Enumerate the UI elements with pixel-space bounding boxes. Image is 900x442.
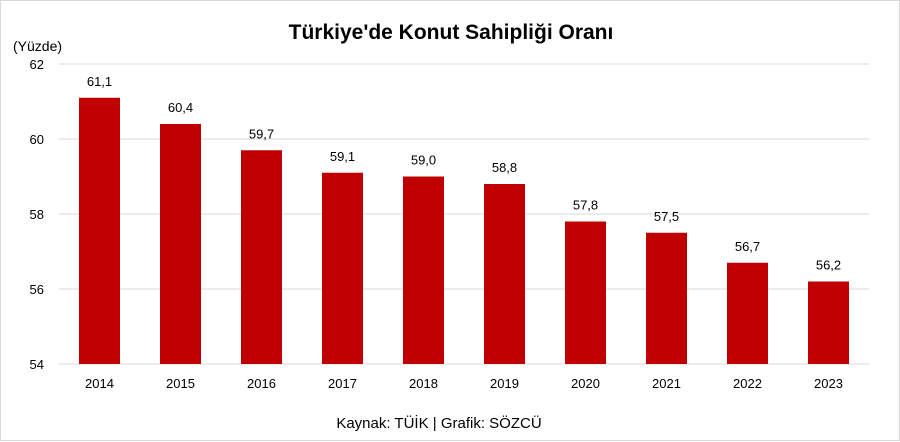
data-labels: 61,1 60,4 59,7 59,1 59,0 58,8 57,8 57,5 56,7 56,2 — [87, 74, 841, 273]
source-note: Kaynak: TÜİK | Grafik: SÖZCÜ — [336, 414, 541, 432]
x-tick-label: 2015 — [166, 376, 195, 391]
y-axis-unit-label: (Yüzde) — [13, 38, 62, 54]
bar-2023 — [808, 281, 849, 364]
data-label-2016: 59,7 — [249, 126, 274, 141]
y-tick-label: 62 — [30, 57, 44, 72]
data-label-2022: 56,7 — [735, 239, 760, 254]
x-tick-label: 2020 — [571, 376, 600, 391]
data-label-2020: 57,8 — [573, 198, 598, 213]
bar-2020 — [565, 221, 606, 364]
data-label-2021: 57,5 — [654, 209, 679, 224]
bar-2019 — [484, 184, 525, 364]
bar-2018 — [403, 176, 444, 364]
bar-2015 — [160, 124, 201, 364]
y-tick-label: 58 — [30, 207, 44, 222]
x-tick-label: 2016 — [247, 376, 276, 391]
data-label-2017: 59,1 — [330, 149, 355, 164]
x-axis: 2014 2015 2016 2017 2018 2019 2020 2021 2022 2023 — [85, 376, 843, 391]
data-label-2015: 60,4 — [168, 100, 193, 115]
x-tick-label: 2014 — [85, 376, 114, 391]
bars — [79, 97, 849, 364]
bar-2022 — [727, 262, 768, 364]
x-tick-label: 2023 — [814, 376, 843, 391]
bar-2014 — [79, 97, 120, 364]
y-tick-label: 56 — [30, 282, 44, 297]
y-tick-label: 54 — [30, 357, 44, 372]
data-label-2014: 61,1 — [87, 74, 112, 89]
chart-title: Türkiye'de Konut Sahipliği Oranı — [289, 21, 614, 44]
x-tick-label: 2022 — [733, 376, 762, 391]
y-tick-label: 60 — [30, 132, 44, 147]
bar-2021 — [646, 232, 687, 364]
y-axis: 54 56 58 60 62 — [30, 57, 44, 372]
bar-2016 — [241, 150, 282, 364]
data-label-2023: 56,2 — [816, 258, 841, 273]
x-tick-label: 2021 — [652, 376, 681, 391]
x-tick-label: 2018 — [409, 376, 438, 391]
data-label-2018: 59,0 — [411, 153, 436, 168]
data-label-2019: 58,8 — [492, 160, 517, 175]
x-tick-label: 2017 — [328, 376, 357, 391]
x-tick-label: 2019 — [490, 376, 519, 391]
bar-2017 — [322, 172, 363, 364]
